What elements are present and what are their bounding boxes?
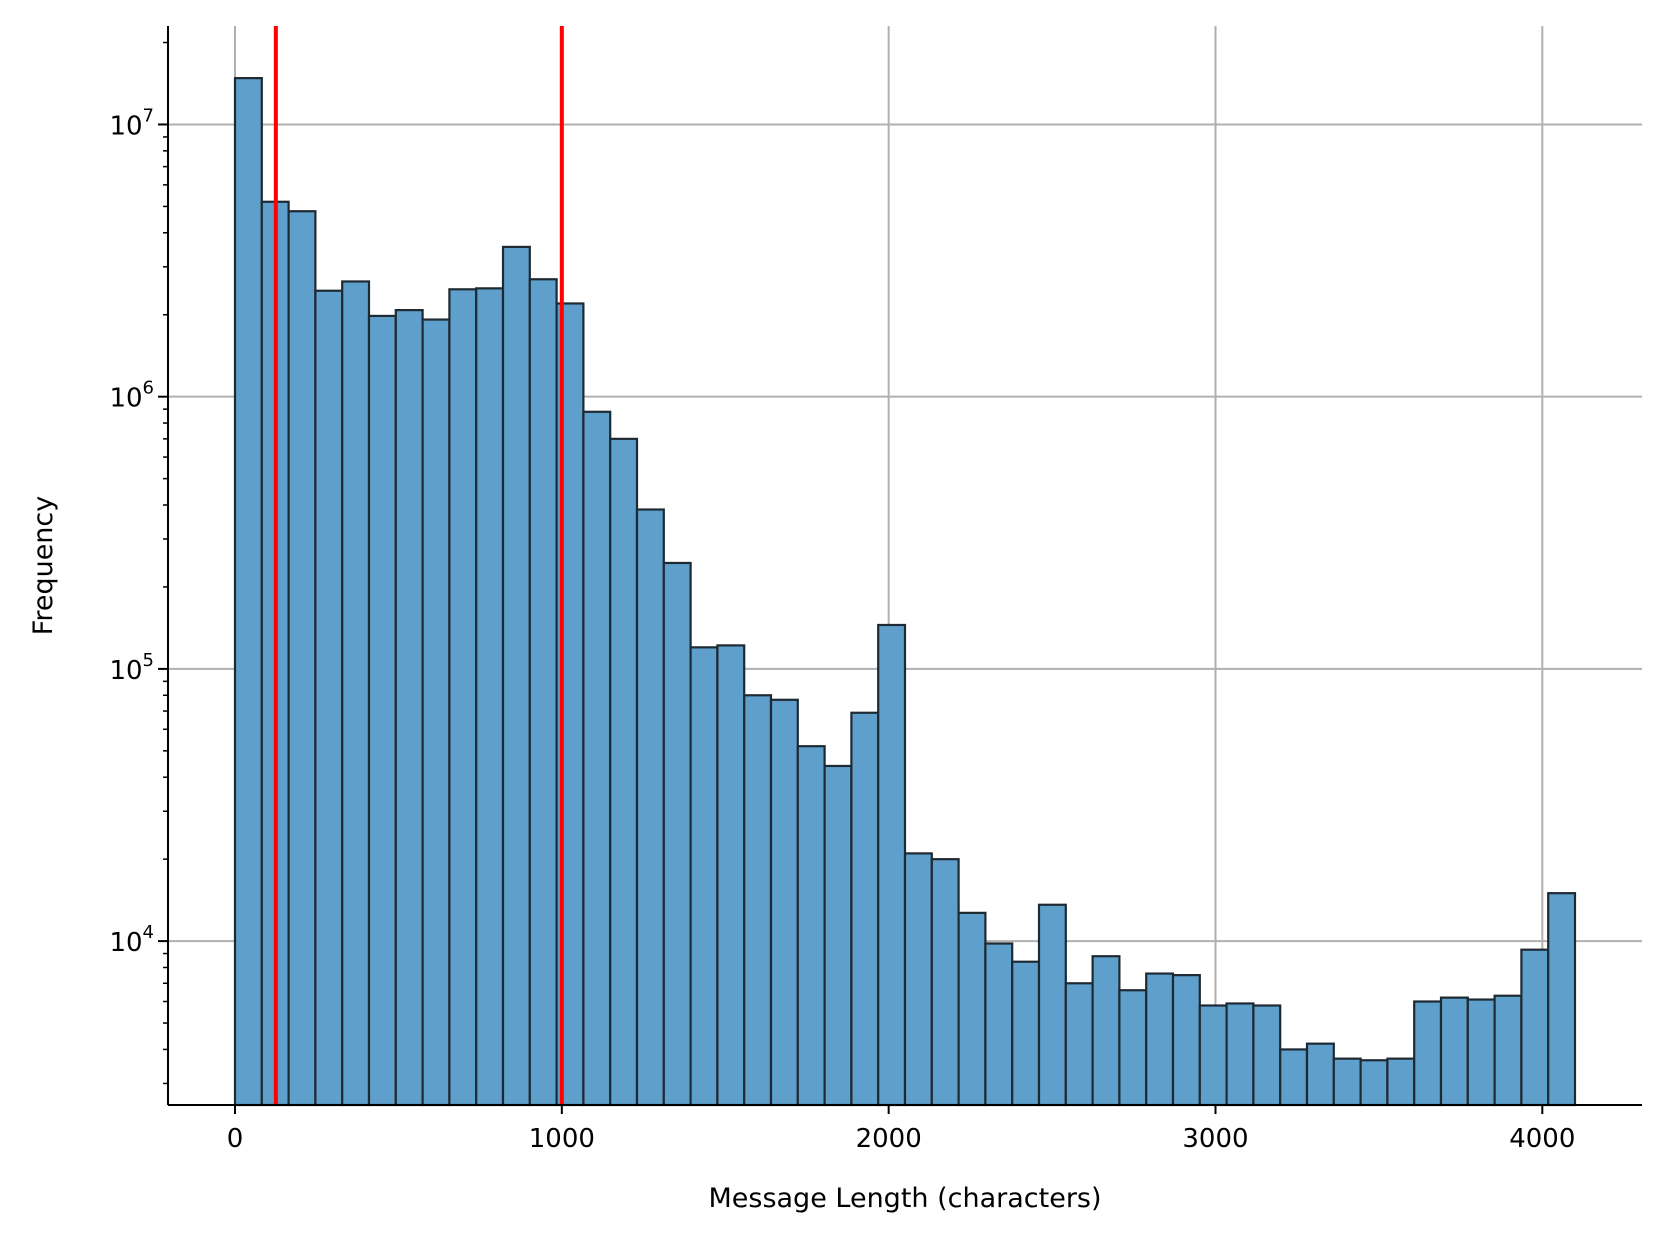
histogram-bar <box>367 314 397 1107</box>
histogram-bar <box>903 852 933 1107</box>
histogram-bar <box>287 210 317 1107</box>
histogram-bar <box>528 278 558 1107</box>
histogram-bar <box>1064 982 1094 1107</box>
histogram-bar <box>1466 998 1496 1107</box>
histogram-bar <box>448 288 478 1107</box>
histogram-bar <box>1279 1048 1309 1107</box>
y-tick-label: 104 <box>109 922 154 958</box>
histogram-bar <box>233 77 263 1107</box>
histogram-bar <box>475 287 505 1107</box>
histogram-bar <box>1145 972 1175 1107</box>
histogram-bar <box>1413 1000 1443 1107</box>
histogram-bar <box>984 942 1014 1107</box>
reference-lines <box>273 26 564 1105</box>
histogram-bar <box>635 508 665 1107</box>
histogram-bar <box>582 410 612 1107</box>
histogram-bar <box>1520 948 1550 1107</box>
histogram-bar <box>1386 1057 1416 1107</box>
histogram-bar <box>877 623 907 1107</box>
x-tick-label: 2000 <box>856 1124 922 1154</box>
y-tick-label: 107 <box>109 105 154 141</box>
x-tick-label: 0 <box>227 1124 244 1154</box>
histogram-bar <box>1171 974 1201 1107</box>
histogram-bar <box>1439 996 1469 1107</box>
histogram-bar <box>394 309 424 1107</box>
histogram-bar <box>716 644 746 1107</box>
x-tick-label: 3000 <box>1182 1124 1248 1154</box>
histogram-bar <box>662 561 692 1107</box>
histogram-bar <box>1198 1004 1228 1107</box>
histogram-bar <box>796 745 826 1107</box>
histogram-bar <box>1011 960 1041 1107</box>
y-axis-label: Frequency <box>28 496 59 636</box>
histogram-bar <box>1332 1057 1362 1107</box>
histogram-bar <box>957 911 987 1107</box>
y-tick-label: 105 <box>109 650 154 686</box>
histogram-bar <box>850 711 880 1107</box>
histogram-bar <box>1359 1059 1389 1107</box>
histogram-bar <box>689 646 719 1107</box>
histogram-bar <box>1225 1002 1255 1107</box>
histogram-bar <box>501 245 531 1107</box>
ticks: 0 1000 2000 3000 4000 104 105 106 107 <box>109 41 1575 1154</box>
histogram-bar <box>341 280 371 1107</box>
histogram-bar <box>1305 1042 1335 1107</box>
x-axis-label: Message Length (characters) <box>708 1183 1101 1214</box>
y-tick-label: 106 <box>109 378 154 414</box>
histogram-bar <box>1091 955 1121 1107</box>
histogram-bar <box>743 694 773 1107</box>
x-tick-label: 4000 <box>1509 1124 1575 1154</box>
histogram-bar <box>314 289 344 1107</box>
histogram-bar <box>930 858 960 1107</box>
histogram-bar <box>1037 903 1067 1107</box>
histogram-bar <box>1493 994 1523 1107</box>
x-tick-label: 1000 <box>529 1124 595 1154</box>
histogram-bar <box>769 698 799 1107</box>
histogram-bars <box>233 77 1577 1107</box>
histogram-bar <box>421 318 451 1107</box>
histogram-bar <box>1252 1004 1282 1107</box>
histogram-bar <box>1547 892 1577 1107</box>
histogram-bar <box>1118 989 1148 1107</box>
histogram-bar <box>609 437 639 1107</box>
histogram-bar <box>823 764 853 1107</box>
